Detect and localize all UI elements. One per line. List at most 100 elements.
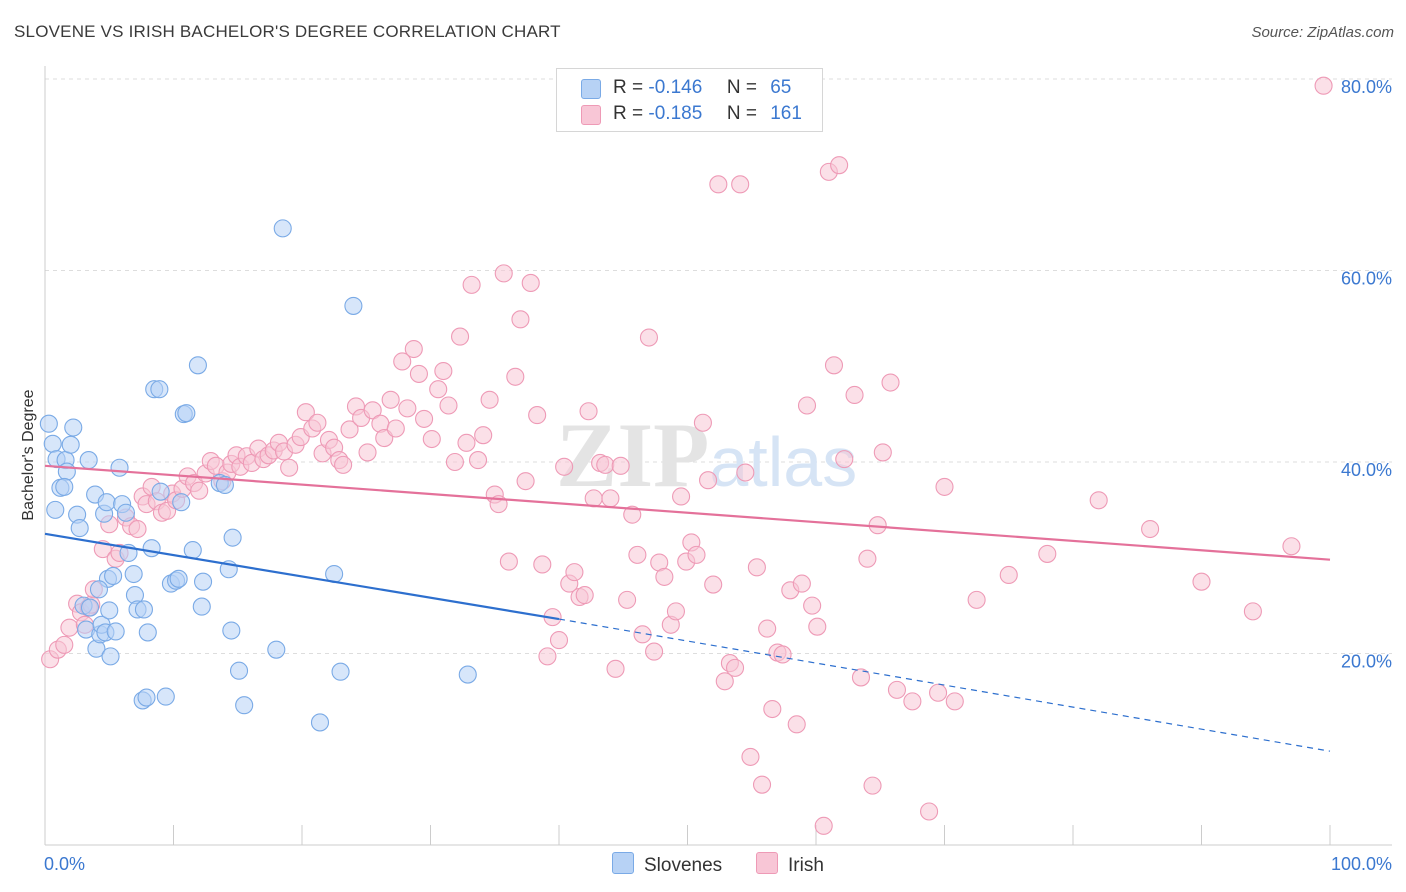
- irish-point: [499, 552, 518, 571]
- irish-point: [736, 463, 755, 482]
- irish-point: [528, 406, 547, 425]
- irish-point: [1141, 519, 1160, 539]
- y-tick-label: 80.0%: [1341, 77, 1392, 97]
- irish-point: [887, 680, 907, 699]
- irish-point: [623, 505, 642, 524]
- irish-point: [808, 617, 827, 636]
- bottom-legend-slovenes: Slovenes: [612, 852, 722, 877]
- slovenes-point: [46, 500, 65, 519]
- irish-point: [474, 426, 493, 445]
- slovenes-point: [150, 380, 169, 399]
- slovenes-point: [310, 713, 330, 732]
- irish-point: [824, 356, 844, 375]
- slovenes-point: [104, 566, 123, 585]
- x-tick-label: 100.0%: [1331, 854, 1392, 874]
- slovenes-swatch-icon: [581, 79, 601, 99]
- irish-point: [858, 549, 877, 568]
- slovenes-point: [55, 477, 74, 496]
- irish-point: [741, 747, 760, 766]
- irish-point: [945, 692, 964, 711]
- irish-point: [415, 409, 434, 428]
- irish-point: [725, 658, 745, 677]
- irish-point: [575, 586, 594, 605]
- irish-point: [296, 403, 315, 422]
- irish-point: [618, 590, 637, 609]
- irish-point: [445, 452, 464, 472]
- irish-point: [763, 699, 782, 719]
- chart-title: SLOVENE VS IRISH BACHELOR'S DEGREE CORRE…: [14, 22, 561, 41]
- irish-legend-icon: [756, 852, 778, 874]
- irish-point: [845, 385, 864, 405]
- legend-r-value: -0.185: [648, 103, 703, 124]
- irish-point: [549, 631, 569, 650]
- irish-point: [579, 402, 598, 421]
- bottom-legend-irish: Irish: [756, 852, 824, 877]
- slovenes-point: [134, 600, 153, 619]
- slovenes-point: [267, 640, 286, 659]
- irish-point: [468, 451, 488, 470]
- legend-n-label: N =: [726, 103, 757, 124]
- irish-point: [521, 273, 540, 292]
- slovenes-point: [97, 493, 116, 512]
- bottom-legend-label: Slovenes: [644, 855, 723, 876]
- irish-point: [60, 618, 79, 637]
- slovenes-point: [106, 622, 125, 641]
- irish-point: [404, 339, 423, 359]
- source-label: Source: ZipAtlas.com: [1251, 24, 1394, 41]
- y-axis-label: Bachelor's Degree: [20, 389, 37, 520]
- slovenes-point: [64, 418, 83, 437]
- slovenes-point: [61, 435, 80, 454]
- irish-point: [462, 275, 481, 294]
- irish-point: [128, 519, 147, 539]
- irish-point: [715, 672, 734, 691]
- slovenes-point: [43, 434, 62, 453]
- slovenes-point: [137, 688, 156, 707]
- irish-point: [830, 156, 849, 175]
- slovenes-point: [70, 519, 89, 538]
- irish-point: [533, 555, 552, 574]
- slovenes-point: [235, 696, 254, 715]
- irish-point: [758, 619, 777, 638]
- irish-point: [451, 327, 470, 346]
- irish-point: [967, 590, 986, 609]
- irish-point: [393, 352, 412, 371]
- irish-trend-line: [44, 464, 1331, 561]
- legend-r-label: R =: [613, 77, 644, 98]
- slovenes-point: [223, 528, 242, 547]
- irish-point: [555, 457, 574, 476]
- irish-point: [480, 390, 499, 409]
- irish-point: [672, 487, 691, 506]
- irish-point: [381, 390, 400, 409]
- slovenes-point: [192, 597, 211, 616]
- irish-point: [363, 401, 382, 420]
- bottom-legend-label: Irish: [788, 855, 824, 876]
- irish-point: [516, 472, 535, 491]
- slovenes-point: [151, 482, 170, 501]
- irish-swatch-icon: [581, 105, 601, 125]
- slovenes-point: [156, 687, 175, 706]
- irish-point: [494, 264, 513, 283]
- irish-point: [903, 692, 922, 711]
- legend-n-value: 161: [770, 103, 802, 124]
- irish-point: [1314, 76, 1333, 95]
- slovenes-legend-icon: [612, 852, 634, 874]
- slovenes-point: [215, 475, 234, 495]
- irish-point: [881, 373, 900, 392]
- irish-point: [1038, 544, 1057, 563]
- y-tick-label: 20.0%: [1341, 652, 1392, 672]
- irish-point: [584, 489, 603, 508]
- irish-point: [655, 567, 674, 586]
- slovenes-point: [80, 598, 100, 617]
- slovenes-point: [188, 356, 207, 375]
- irish-point: [596, 455, 615, 474]
- irish-point: [787, 715, 806, 734]
- irish-point: [457, 433, 476, 452]
- legend-n-label: N =: [726, 77, 757, 98]
- irish-point: [863, 776, 882, 795]
- irish-point: [792, 574, 811, 593]
- slovenes-point: [39, 414, 58, 433]
- irish-point: [873, 443, 892, 462]
- slovenes-point: [100, 601, 119, 620]
- irish-point: [409, 364, 428, 383]
